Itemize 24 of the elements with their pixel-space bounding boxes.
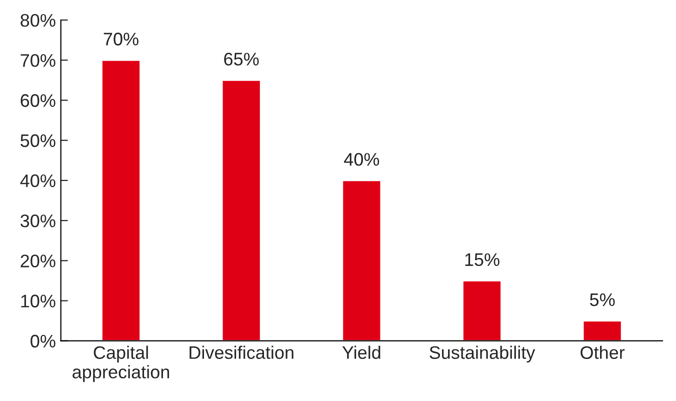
x-tick-label: Sustainability: [430, 346, 536, 363]
data-label: 5%: [590, 293, 615, 306]
bar: [221, 80, 262, 341]
bar: [462, 280, 502, 341]
data-label: 70%: [104, 32, 138, 46]
x-tick-label: Other: [580, 346, 625, 359]
x-tick-label: Divesification: [190, 346, 294, 359]
y-tick-label: 40%: [20, 174, 56, 188]
bar: [582, 320, 622, 341]
x-tick-label: Yield: [342, 346, 380, 359]
y-tick-label: 10%: [21, 294, 56, 308]
y-tick-label: 70%: [20, 54, 56, 67]
x-tick-label: Capital appreciation: [72, 346, 170, 382]
y-tick-label: 50%: [20, 134, 56, 148]
bar: [342, 180, 382, 341]
bar: [101, 59, 141, 341]
data-label: 65%: [224, 52, 259, 66]
y-tick-label: 60%: [20, 94, 56, 107]
y-tick-label: 80%: [20, 14, 56, 27]
y-tick-label: 20%: [20, 254, 56, 268]
y-tick-label: 0%: [30, 334, 56, 348]
y-tick-label: 30%: [20, 214, 56, 228]
data-label: 15%: [465, 253, 500, 266]
data-label: 40%: [344, 152, 380, 166]
